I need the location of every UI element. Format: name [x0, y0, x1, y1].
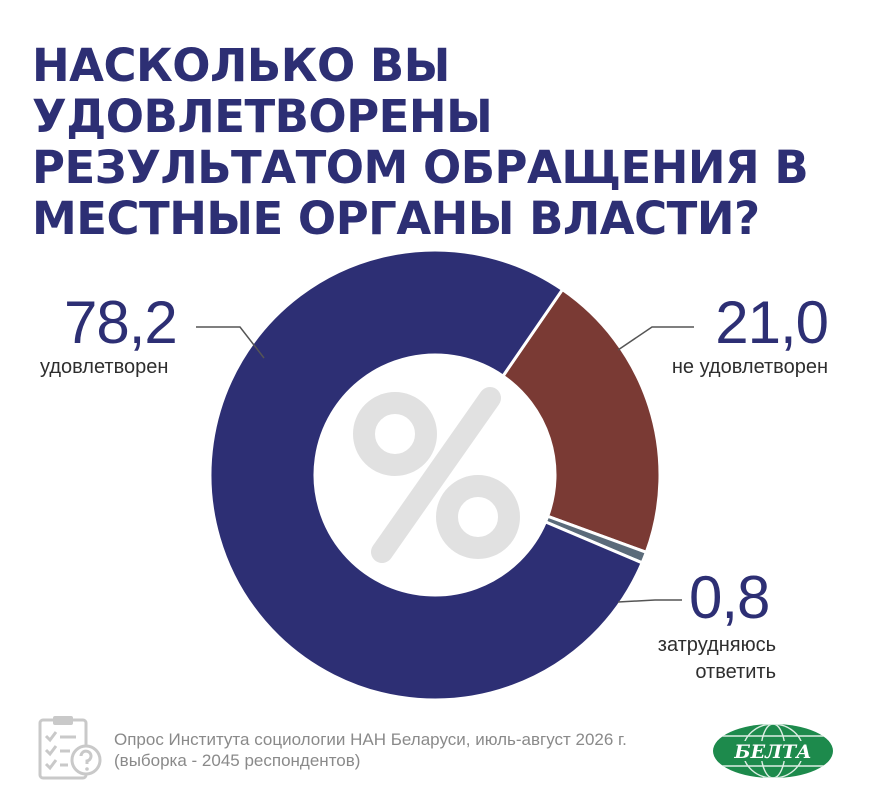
percent-symbol-icon	[353, 387, 520, 563]
label-undecided-line-1: затрудняюсь	[657, 634, 776, 656]
title-line-2: РЕЗУЛЬТАТОМ ОБРАЩЕНИЯ В	[32, 141, 809, 194]
chart-title: НАСКОЛЬКО ВЫ УДОВЛЕТВОРЕНЫ РЕЗУЛЬТАТОМ О…	[32, 40, 862, 244]
donut-slice-dissatisfied	[500, 287, 662, 555]
source-line-2: (выборка - 2045 респондентов)	[114, 751, 361, 770]
donut-slice-satisfied	[208, 248, 645, 702]
leader-line-dissatisfied	[617, 326, 694, 351]
label-satisfied: удовлетворен	[40, 356, 169, 378]
value-satisfied: 78,2	[64, 289, 178, 356]
label-undecided: затрудняюсь ответить	[600, 632, 776, 686]
donut-slices	[208, 248, 662, 702]
title-line-3: МЕСТНЫЕ ОРГАНЫ ВЛАСТИ?	[32, 192, 760, 245]
source-note: Опрос Института социологии НАН Беларуси,…	[114, 729, 704, 771]
label-dissatisfied: не удовлетворен	[671, 356, 828, 378]
logo-text: БЕЛТА	[733, 741, 811, 763]
leader-line-satisfied	[196, 326, 265, 359]
survey-clipboard-icon	[38, 716, 102, 780]
title-line-1: НАСКОЛЬКО ВЫ УДОВЛЕТВОРЕНЫ	[32, 39, 493, 143]
leader-line-undecided	[617, 599, 682, 603]
value-dissatisfied: 21,0	[715, 289, 829, 356]
belta-logo: БЕЛТА	[713, 724, 833, 778]
value-undecided: 0,8	[689, 564, 770, 631]
label-undecided-line-2: ответить	[695, 661, 776, 683]
source-line-1: Опрос Института социологии НАН Беларуси,…	[114, 730, 627, 749]
